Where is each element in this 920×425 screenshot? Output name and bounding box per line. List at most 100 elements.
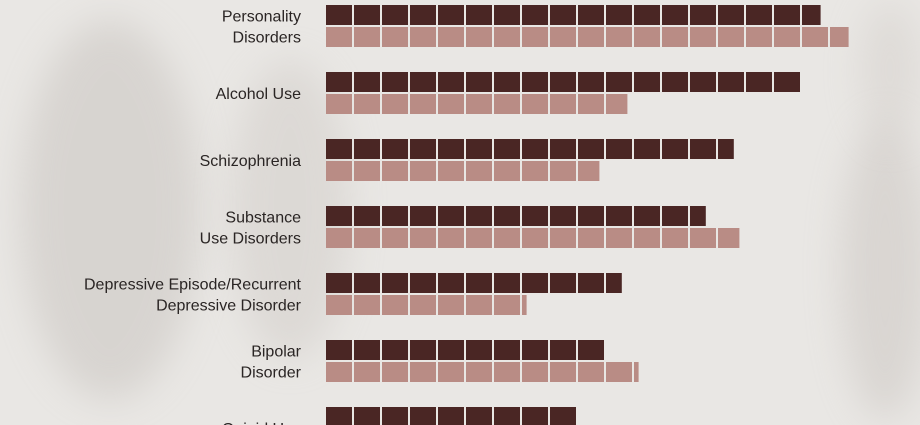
bar-block (774, 27, 800, 47)
bar-block (522, 340, 548, 360)
bar-block (522, 139, 548, 159)
bar-block (382, 362, 408, 382)
bar-block (438, 340, 464, 360)
bar-block (494, 139, 520, 159)
bar-block (410, 407, 436, 425)
bar-block (466, 228, 492, 248)
bar-block (438, 94, 464, 114)
bar-block (354, 228, 380, 248)
bar-block (690, 228, 716, 248)
bar-block (690, 27, 716, 47)
bar-series-2 (326, 27, 849, 47)
background-blob (860, 0, 920, 140)
bar-block-partial (606, 94, 628, 114)
bar-series-1 (326, 273, 622, 293)
bar-block (578, 206, 604, 226)
bar-block (410, 27, 436, 47)
bar-block (494, 161, 520, 181)
bar-block (774, 5, 800, 25)
bar-block (690, 5, 716, 25)
bar-block (410, 5, 436, 25)
bar-block (382, 161, 408, 181)
bar-block (550, 340, 576, 360)
bar-block (438, 5, 464, 25)
bar-block (606, 228, 632, 248)
bar-block (466, 340, 492, 360)
bar-block (746, 5, 772, 25)
bar-block (494, 228, 520, 248)
bar-block (578, 72, 604, 92)
bar-block (550, 27, 576, 47)
bar-block-partial (718, 139, 734, 159)
bar-block (494, 340, 520, 360)
bar-block (578, 273, 604, 293)
bar-block (438, 139, 464, 159)
category-label: Disorders (233, 30, 301, 47)
bar-block (550, 407, 576, 425)
bar-block (634, 27, 660, 47)
bar-series-1 (326, 5, 821, 25)
bar-block (354, 206, 380, 226)
bar-block (382, 206, 408, 226)
bar-block-partial (690, 206, 706, 226)
bar-block (354, 161, 380, 181)
bar-block-partial (802, 5, 821, 25)
bar-block (550, 94, 576, 114)
bar-series-1 (326, 206, 706, 226)
bar-series-2 (326, 228, 740, 248)
bar-block (326, 340, 352, 360)
bar-block (522, 5, 548, 25)
bar-block (410, 72, 436, 92)
category-label: Alcohol Use (216, 86, 301, 103)
bar-block (494, 27, 520, 47)
bar-block (522, 72, 548, 92)
bar-block (354, 139, 380, 159)
bar-block (410, 273, 436, 293)
bar-block (550, 139, 576, 159)
bar-block (382, 295, 408, 315)
bar-block (410, 340, 436, 360)
bar-block-partial (718, 228, 740, 248)
category-label: Disorder (241, 365, 302, 382)
bar-block (634, 5, 660, 25)
category-label: Schizophrenia (200, 153, 302, 170)
bar-block (410, 94, 436, 114)
bar-block (382, 340, 408, 360)
bar-block (662, 139, 688, 159)
bar-block (718, 5, 744, 25)
bar-block (522, 27, 548, 47)
background-blob (840, 120, 920, 420)
bar-block-partial (634, 362, 639, 382)
bar-block (438, 72, 464, 92)
bar-block (662, 27, 688, 47)
bar-block (606, 362, 632, 382)
bar-block (690, 72, 716, 92)
bar-block (606, 27, 632, 47)
bar-block (550, 72, 576, 92)
bar-block (326, 94, 352, 114)
bar-block (634, 72, 660, 92)
bar-series-2 (326, 295, 527, 315)
bar-block (438, 407, 464, 425)
bar-block (354, 27, 380, 47)
bar-block (494, 407, 520, 425)
bar-block (578, 5, 604, 25)
bar-series-1 (326, 407, 576, 425)
bar-block (354, 295, 380, 315)
bar-block (494, 362, 520, 382)
bar-block (802, 27, 828, 47)
bar-block (494, 72, 520, 92)
bar-block (634, 206, 660, 226)
bar-block (522, 161, 548, 181)
bar-block (550, 362, 576, 382)
category-label: Personality (222, 9, 301, 26)
bar-block (466, 362, 492, 382)
bar-block (662, 72, 688, 92)
bar-block (522, 362, 548, 382)
category-label: Use Disorders (200, 231, 301, 248)
bar-block (354, 340, 380, 360)
bar-block (466, 72, 492, 92)
bar-block (522, 273, 548, 293)
bar-block (466, 295, 492, 315)
bar-block (354, 94, 380, 114)
